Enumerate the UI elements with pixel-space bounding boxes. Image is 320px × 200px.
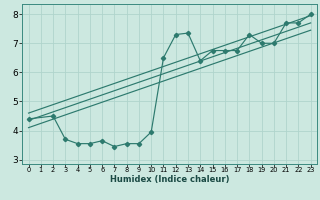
X-axis label: Humidex (Indice chaleur): Humidex (Indice chaleur) bbox=[110, 175, 229, 184]
